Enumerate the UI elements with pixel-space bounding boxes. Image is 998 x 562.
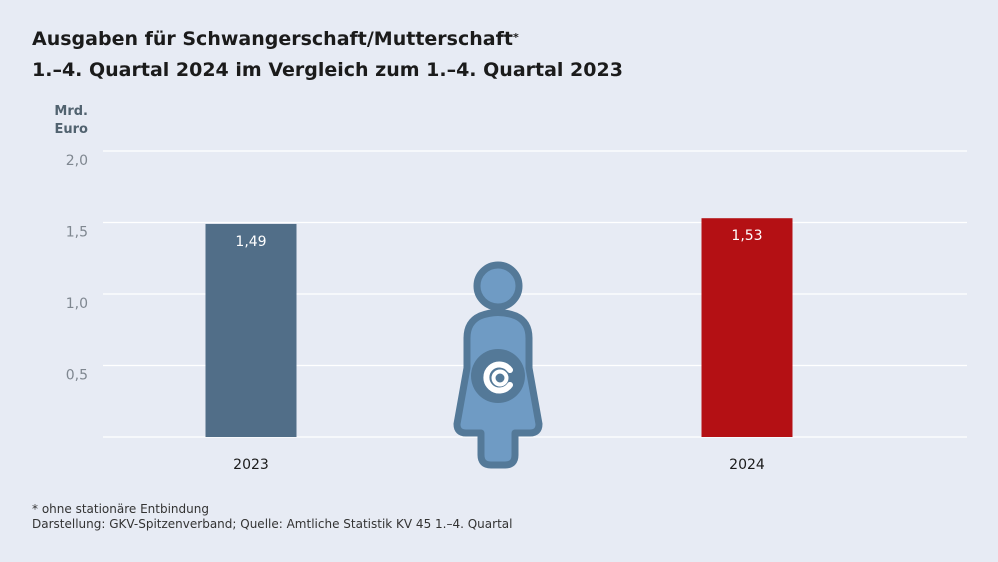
data-label: 1,49 (235, 234, 266, 250)
footnotes: * ohne stationäre Entbindung Darstellung… (32, 502, 512, 532)
pregnant-woman-icon (453, 261, 543, 469)
y-tick-label: 1,0 (66, 296, 88, 312)
x-tick-label: 2024 (729, 457, 765, 473)
chart-title: Ausgaben für Schwangerschaft/Mutterschaf… (32, 24, 623, 86)
footnote-note: * ohne stationäre Entbindung (32, 502, 209, 516)
y-axis-unit: Mrd. Euro (30, 103, 88, 139)
y-axis-unit-line-1: Mrd. (54, 104, 88, 119)
bar-2023 (205, 223, 297, 437)
y-axis-unit-line-2: Euro (54, 122, 88, 137)
x-tick-label: 2023 (233, 457, 269, 473)
bar-2024 (701, 218, 793, 437)
y-tick-label: 2,0 (66, 153, 88, 169)
title-line-2: 1.–4. Quartal 2024 im Vergleich zum 1.–4… (32, 59, 623, 81)
title-footnote-mark: * (512, 31, 519, 44)
y-tick-label: 1,5 (66, 225, 88, 241)
data-label: 1,53 (731, 228, 762, 244)
title-line-1: Ausgaben für Schwangerschaft/Mutterschaf… (32, 28, 513, 50)
y-tick-label: 0,5 (66, 368, 88, 384)
footnote-source: Darstellung: GKV-Spitzenverband; Quelle:… (32, 517, 513, 531)
